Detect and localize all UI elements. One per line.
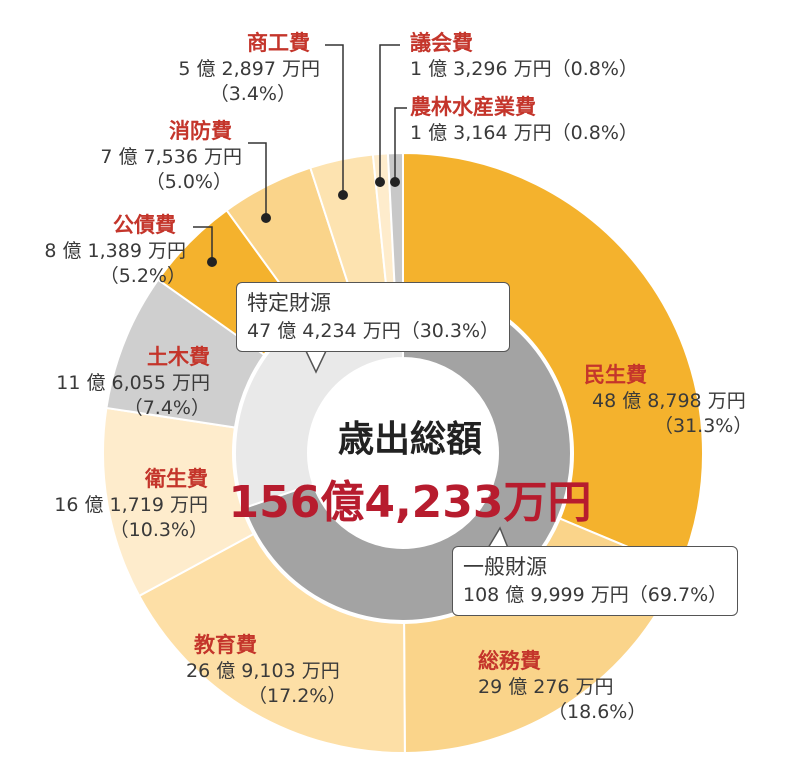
label-name: 消防費	[169, 119, 232, 143]
center-hole	[308, 358, 498, 548]
value-text: 1 億 3,164 万円	[410, 122, 552, 145]
label-shobo: 消防費 7 億 7,536 万円 （5.0%）	[60, 118, 242, 195]
center-title: 歳出総額	[337, 419, 482, 460]
leader-norin-line	[394, 107, 407, 182]
label-kosai: 公債費 8 億 1,389 万円 （5.2%）	[14, 212, 186, 289]
label-percent: （10.3%）	[109, 518, 208, 541]
label-name: 土木費	[147, 345, 210, 369]
label-name: 民生費	[584, 363, 647, 387]
label-percent: （17.2%）	[248, 684, 347, 707]
callout-value: 47 億 4,234 万円（30.3%）	[247, 320, 500, 343]
label-name: 商工費	[247, 31, 310, 55]
leader-shobo-dot	[261, 213, 271, 223]
label-value: 48 億 8,798 万円	[592, 390, 746, 413]
label-eisei: 衛生費 16 億 1,719 万円 （10.3%）	[30, 466, 208, 543]
label-shoko: 商工費 5 億 2,897 万円 （3.4%）	[140, 30, 320, 107]
label-name: 議会費	[410, 31, 473, 55]
label-value: 11 億 6,055 万円	[56, 372, 210, 395]
label-kyoiku: 教育費 26 億 9,103 万円 （17.2%）	[186, 632, 346, 709]
label-value: 16 億 1,719 万円	[54, 494, 208, 517]
callout-title: 特定財源	[247, 291, 331, 315]
label-percent: （31.3%）	[654, 414, 753, 437]
percent-text: （0.8%）	[551, 122, 638, 145]
percent-text: （0.8%）	[551, 58, 638, 81]
leader-gikai-dot	[375, 177, 385, 187]
label-norin: 農林水産業費 1 億 3,164 万円（0.8%）	[410, 94, 638, 146]
label-percent: （7.4%）	[123, 396, 210, 419]
value-text: 1 億 3,296 万円	[410, 58, 552, 81]
label-doboku: 土木費 11 億 6,055 万円 （7.4%）	[30, 344, 210, 421]
label-name: 教育費	[194, 633, 257, 657]
leader-kosai-dot	[207, 257, 217, 267]
leader-shoko-line	[325, 44, 344, 195]
callout-title: 一般財源	[463, 555, 547, 579]
label-name: 総務費	[478, 649, 541, 673]
label-value: 1 億 3,296 万円（0.8%）	[410, 57, 638, 82]
leader-kosai-line	[193, 226, 213, 262]
callout-value: 108 億 9,999 万円（69.7%）	[463, 584, 728, 607]
leader-gikai-line	[379, 44, 400, 182]
label-name: 公債費	[113, 213, 176, 237]
leader-shobo-line	[248, 142, 267, 218]
leader-norin-dot	[390, 177, 400, 187]
callout-tokutei: 特定財源 47 億 4,234 万円（30.3%）	[236, 282, 511, 352]
label-percent: （5.0%）	[145, 170, 232, 193]
label-value: 29 億 276 万円	[478, 676, 614, 699]
center-total: 156億4,233万円	[228, 477, 592, 528]
leader-shoko-dot	[338, 190, 348, 200]
outer-slice-2	[137, 532, 406, 754]
label-percent: （3.4%）	[209, 82, 296, 105]
label-value: 7 億 7,536 万円	[100, 146, 242, 169]
label-percent: （5.2%）	[99, 264, 186, 287]
label-minsei: 民生費 48 億 8,798 万円 （31.3%）	[584, 362, 752, 439]
label-value: 1 億 3,164 万円（0.8%）	[410, 121, 638, 146]
label-gikai: 議会費 1 億 3,296 万円（0.8%）	[410, 30, 638, 82]
outer-slice-0	[402, 151, 704, 570]
label-value: 8 億 1,389 万円	[44, 240, 186, 263]
label-somu: 総務費 29 億 276 万円 （18.6%）	[478, 648, 646, 725]
label-name: 衛生費	[145, 467, 208, 491]
callout-ippan: 一般財源 108 億 9,999 万円（69.7%）	[452, 546, 739, 616]
label-value: 5 億 2,897 万円	[178, 58, 320, 81]
label-value: 26 億 9,103 万円	[186, 660, 340, 683]
label-name: 農林水産業費	[410, 95, 536, 119]
label-percent: （18.6%）	[548, 700, 647, 723]
